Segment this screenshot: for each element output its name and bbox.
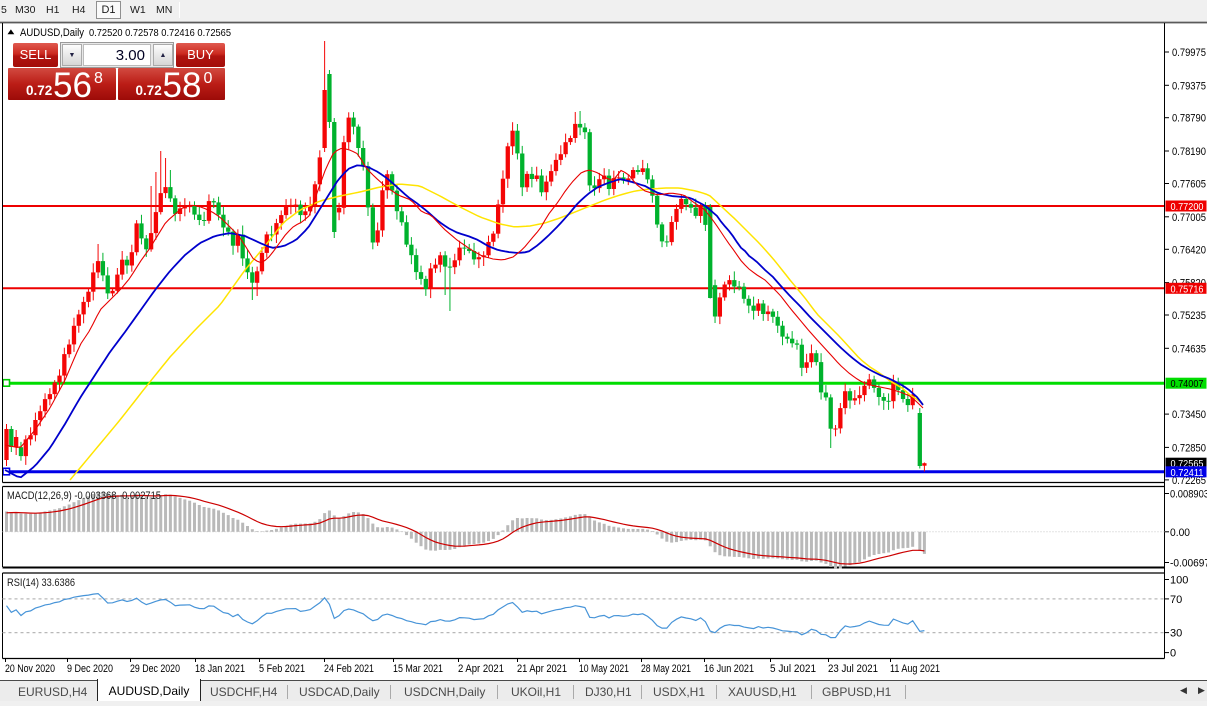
svg-text:0.74635: 0.74635 (1172, 343, 1206, 355)
svg-text:21 Apr 2021: 21 Apr 2021 (517, 663, 567, 675)
svg-text:11 Aug 2021: 11 Aug 2021 (890, 663, 940, 675)
svg-text:0: 0 (1170, 648, 1176, 660)
svg-text:10 May 2021: 10 May 2021 (579, 663, 629, 675)
svg-text:0.75716: 0.75716 (1171, 283, 1204, 295)
svg-text:0.79375: 0.79375 (1172, 80, 1206, 92)
svg-text:0.78790: 0.78790 (1172, 113, 1206, 125)
svg-text:RSI(14) 33.6386: RSI(14) 33.6386 (7, 577, 75, 589)
svg-text:23 Jul 2021: 23 Jul 2021 (828, 663, 878, 675)
svg-text:0.008903: 0.008903 (1170, 489, 1207, 501)
svg-text:70: 70 (1170, 594, 1182, 606)
svg-text:0.72411: 0.72411 (1171, 467, 1204, 479)
svg-text:0.74007: 0.74007 (1171, 378, 1204, 390)
svg-text:29 Dec 2020: 29 Dec 2020 (130, 663, 180, 675)
svg-text:0.73450: 0.73450 (1172, 409, 1206, 421)
svg-text:100: 100 (1170, 575, 1188, 587)
svg-text:20 Nov 2020: 20 Nov 2020 (5, 663, 55, 675)
svg-text:18 Jan 2021: 18 Jan 2021 (195, 663, 245, 675)
svg-text:2 Apr 2021: 2 Apr 2021 (458, 663, 504, 675)
svg-text:0.78190: 0.78190 (1172, 146, 1206, 158)
svg-text:0.72265: 0.72265 (1172, 475, 1206, 487)
svg-text:0.00: 0.00 (1170, 527, 1190, 539)
svg-text:-0.00697: -0.00697 (1170, 558, 1207, 570)
svg-text:5 Feb 2021: 5 Feb 2021 (259, 663, 305, 675)
svg-text:MACD(12,26,9) -0.003368 -0.002: MACD(12,26,9) -0.003368 -0.002715 (7, 490, 161, 502)
svg-text:AUDUSD,Daily: AUDUSD,Daily (20, 27, 84, 39)
svg-text:0.72850: 0.72850 (1172, 442, 1206, 454)
svg-text:0.76420: 0.76420 (1172, 244, 1206, 256)
svg-text:0.77605: 0.77605 (1172, 179, 1206, 191)
svg-text:24 Feb 2021: 24 Feb 2021 (324, 663, 374, 675)
svg-text:5 Jul 2021: 5 Jul 2021 (770, 663, 816, 675)
svg-text:0.72520 0.72578 0.72416 0.7256: 0.72520 0.72578 0.72416 0.72565 (89, 27, 231, 39)
svg-text:0.75235: 0.75235 (1172, 310, 1206, 322)
svg-text:0.77005: 0.77005 (1172, 212, 1206, 224)
svg-text:16 Jun 2021: 16 Jun 2021 (704, 663, 754, 675)
svg-text:0.79975: 0.79975 (1172, 47, 1206, 59)
svg-text:9 Dec 2020: 9 Dec 2020 (67, 663, 113, 675)
svg-text:0.77200: 0.77200 (1171, 201, 1204, 213)
svg-text:15 Mar 2021: 15 Mar 2021 (393, 663, 443, 675)
svg-text:30: 30 (1170, 628, 1182, 640)
svg-text:28 May 2021: 28 May 2021 (641, 663, 691, 675)
